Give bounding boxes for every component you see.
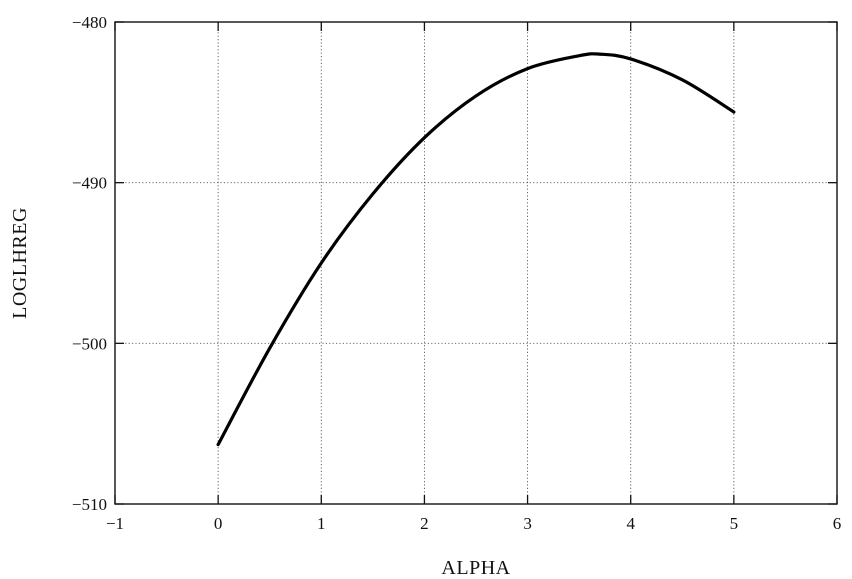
grid-lines <box>115 22 837 504</box>
x-tick-label: 3 <box>523 514 532 533</box>
y-tick-label: −490 <box>72 174 107 193</box>
y-axis-label: LOGLHREG <box>9 207 31 319</box>
tick-labels: −1 0 1 2 3 4 5 6 −510 −500 −490 −480 <box>72 13 841 533</box>
x-tick-label: 6 <box>833 514 842 533</box>
x-tick-label: 0 <box>214 514 223 533</box>
y-tick-label: −500 <box>72 334 107 353</box>
x-tick-label: 2 <box>420 514 429 533</box>
series-line <box>216 52 736 447</box>
plot-frame <box>114 21 838 505</box>
x-tick-label: 5 <box>730 514 739 533</box>
x-tick-label: 1 <box>317 514 326 533</box>
x-tick-label: 4 <box>626 514 635 533</box>
y-tick-label: −510 <box>72 495 107 514</box>
x-axis-label: ALPHA <box>441 557 510 579</box>
y-tick-label: −480 <box>72 13 107 32</box>
x-tick-label: −1 <box>106 514 124 533</box>
axis-ticks <box>114 21 838 505</box>
